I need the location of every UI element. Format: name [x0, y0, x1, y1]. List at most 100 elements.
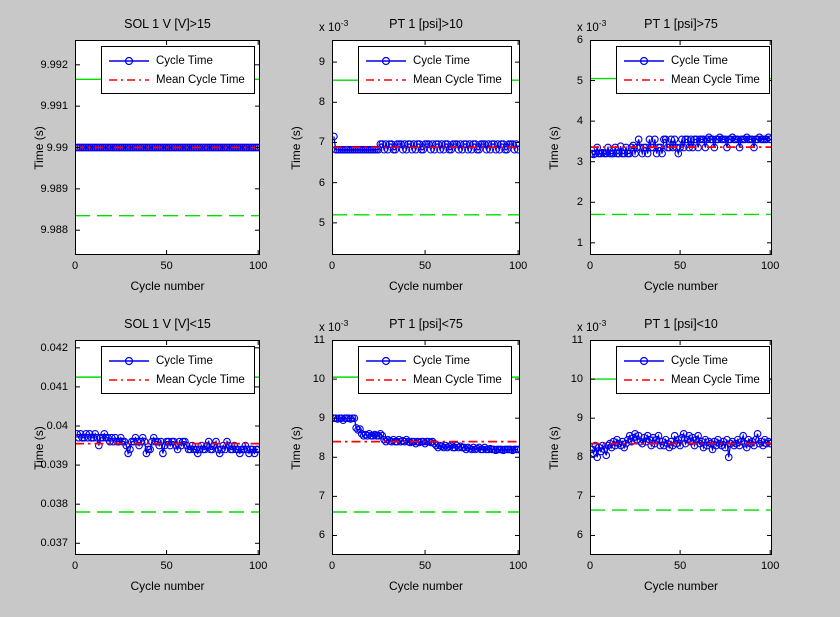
y-tick-label: 8	[318, 451, 325, 464]
data-point-marker	[687, 135, 695, 144]
data-point-marker	[726, 135, 735, 144]
legend-item-label: Cycle Time	[671, 354, 728, 367]
y-tick-label: 6	[318, 529, 325, 542]
data-point-marker	[469, 443, 478, 452]
legend-sample-marker	[381, 56, 391, 65]
x-tick-label: 0	[586, 560, 594, 572]
data-point-marker	[741, 135, 749, 144]
data-point-marker	[400, 437, 409, 446]
subplot-pt1-psi-gt75: PT 1 [psi]>75 x 10-3 Time (s) Cycle numb…	[547, 17, 779, 293]
data-point-marker	[214, 445, 222, 454]
data-point-marker	[105, 437, 114, 446]
data-point-marker	[735, 441, 744, 450]
y-tick-label: 6	[576, 34, 583, 46]
x-axis-label: Cycle number	[130, 279, 205, 293]
y-tick-label: 11	[313, 334, 325, 346]
y-tick-label: 7	[318, 490, 325, 503]
legend: Cycle Time Mean Cycle Time	[358, 46, 512, 94]
cycle-time-series-line	[76, 432, 259, 456]
data-point-marker	[441, 441, 450, 450]
plot-title: PT 1 [psi]<75	[389, 317, 463, 331]
legend: Cycle Time Mean Cycle Time	[358, 346, 512, 394]
data-point-marker	[514, 145, 520, 154]
data-point-marker	[437, 442, 446, 451]
y-tick-label: 2	[576, 196, 583, 209]
axes-frame	[590, 40, 772, 255]
data-point-marker	[434, 443, 442, 452]
y-tick-label: 9.989	[40, 182, 68, 195]
data-point-marker	[634, 135, 643, 144]
data-point-marker	[193, 449, 202, 458]
data-point-marker	[683, 135, 692, 144]
data-point-marker	[464, 443, 472, 452]
data-point-marker	[383, 435, 392, 444]
data-point-marker	[699, 443, 708, 452]
data-point-marker	[248, 445, 257, 454]
data-point-marker	[708, 135, 717, 144]
legend-item: Cycle Time	[365, 51, 502, 70]
x-tick-label: 0	[71, 560, 79, 572]
data-point-marker	[83, 433, 92, 442]
data-point-marker	[480, 443, 489, 452]
data-point-marker	[670, 135, 679, 144]
legend-dash-dot-sample	[366, 78, 406, 81]
data-point-marker	[514, 445, 520, 454]
data-point-marker	[378, 431, 387, 440]
data-point-marker	[462, 445, 470, 454]
legend-item: Cycle Time	[365, 351, 502, 370]
legend-sample-marker	[639, 356, 649, 365]
subplot-sol-1v-lt15: SOL 1 V [V]<15 Time (s) Cycle number Cyc…	[32, 317, 267, 593]
data-point-marker	[602, 451, 611, 460]
data-point-marker	[89, 433, 98, 442]
data-point-marker	[419, 437, 428, 446]
y-axis-label: Time (s)	[289, 425, 303, 470]
legend-line-circle-sample	[109, 56, 149, 65]
data-point-marker	[195, 445, 204, 454]
data-point-marker	[456, 442, 465, 451]
y-tick-label: 3	[576, 155, 583, 168]
x-tick-label: 50	[673, 260, 687, 272]
x-tick-label: 100	[508, 260, 528, 272]
data-point-marker	[656, 441, 665, 450]
data-point-marker	[131, 433, 140, 442]
data-point-marker	[654, 431, 663, 440]
data-point-marker	[739, 431, 748, 440]
legend: Cycle Time Mean Cycle Time	[101, 46, 255, 94]
legend-item: Cycle Time	[108, 351, 245, 370]
data-point-marker	[376, 429, 385, 438]
x-tick-label: 100	[761, 260, 780, 272]
data-point-marker	[369, 431, 377, 440]
y-exponent-label: x 10-3	[319, 318, 349, 334]
plot-title: PT 1 [psi]>75	[644, 17, 718, 31]
data-point-marker	[721, 135, 729, 144]
legend-item-label: Mean Cycle Time	[671, 373, 760, 386]
legend-item-label: Cycle Time	[156, 54, 213, 67]
x-axis-label: Cycle number	[388, 279, 464, 293]
y-tick-label: 9	[318, 56, 325, 69]
legend-item: Cycle Time	[623, 351, 760, 370]
y-tick-label: 8	[318, 96, 325, 109]
y-tick-label: 0.038	[40, 498, 68, 511]
y-tick-label: 1	[576, 236, 583, 249]
legend: Cycle Time Mean Cycle Time	[616, 346, 770, 394]
y-tick-label: 6	[318, 176, 325, 189]
legend: Cycle Time Mean Cycle Time	[616, 46, 770, 94]
data-point-marker	[678, 135, 686, 144]
data-point-marker	[146, 445, 154, 454]
data-point-marker	[148, 437, 156, 446]
data-point-marker	[356, 425, 364, 433]
data-point-marker	[241, 441, 250, 450]
data-point-marker	[762, 135, 771, 144]
data-point-marker	[724, 453, 733, 462]
data-point-marker	[374, 431, 383, 440]
data-point-marker	[703, 135, 711, 144]
data-point-marker	[332, 132, 338, 141]
subplot-sol-1v-gt15: SOL 1 V [V]>15 Time (s) Cycle number Cyc…	[32, 17, 267, 293]
data-point-marker	[363, 431, 372, 440]
data-point-marker	[107, 433, 116, 442]
data-point-marker	[208, 445, 217, 454]
data-point-marker	[192, 445, 200, 454]
data-point-marker	[766, 135, 772, 144]
data-point-marker	[627, 437, 636, 446]
